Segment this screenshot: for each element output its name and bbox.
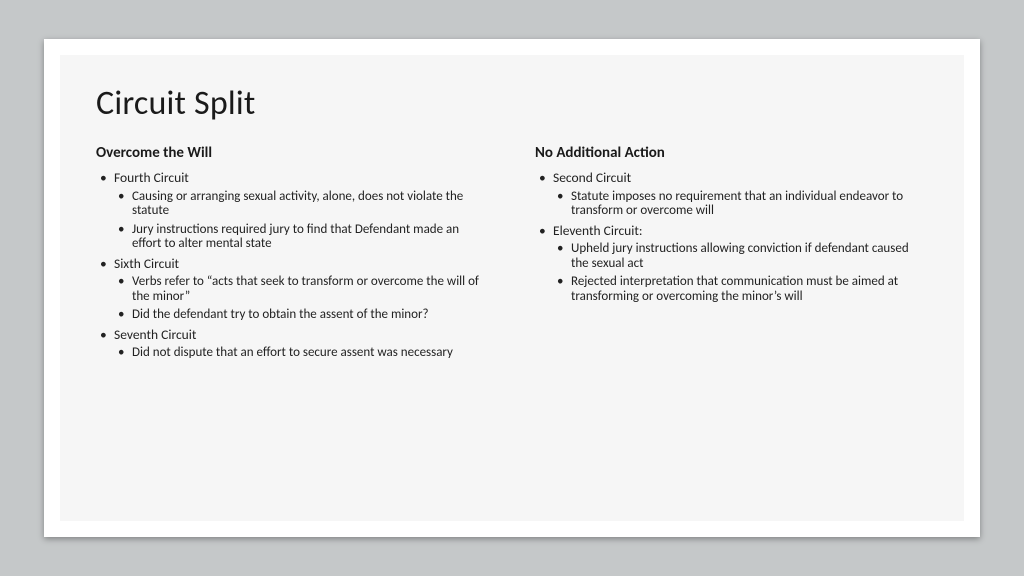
sublist: Causing or arranging sexual activity, al… (114, 190, 489, 252)
list-item: Sixth Circuit Verbs refer to “acts that … (96, 256, 489, 323)
right-list: Second Circuit Statute imposes no requir… (535, 170, 928, 304)
item-label: Second Circuit (553, 169, 631, 186)
item-label: Fourth Circuit (114, 169, 189, 186)
sublist-item: Statute imposes no requirement that an i… (553, 190, 928, 219)
sublist: Statute imposes no requirement that an i… (553, 190, 928, 219)
list-item: Eleventh Circuit: Upheld jury instructio… (535, 223, 928, 305)
sublist-item: Jury instructions required jury to find … (114, 223, 489, 252)
right-heading: No Additional Action (535, 144, 928, 162)
list-item: Fourth Circuit Causing or arranging sexu… (96, 170, 489, 252)
sublist: Verbs refer to “acts that seek to transf… (114, 275, 489, 323)
left-heading: Overcome the Will (96, 144, 489, 162)
sublist-item: Rejected interpretation that communicati… (553, 275, 928, 304)
columns: Overcome the Will Fourth Circuit Causing… (96, 144, 928, 365)
item-label: Eleventh Circuit: (553, 222, 643, 239)
sublist-item: Causing or arranging sexual activity, al… (114, 190, 489, 219)
slide-content: Circuit Split Overcome the Will Fourth C… (60, 55, 964, 521)
sublist-item: Did not dispute that an effort to secure… (114, 346, 489, 361)
sublist-item: Did the defendant try to obtain the asse… (114, 308, 489, 323)
item-label: Seventh Circuit (114, 326, 196, 343)
left-column: Overcome the Will Fourth Circuit Causing… (96, 144, 489, 365)
list-item: Second Circuit Statute imposes no requir… (535, 170, 928, 219)
list-item: Seventh Circuit Did not dispute that an … (96, 327, 489, 361)
item-label: Sixth Circuit (114, 255, 179, 272)
sublist: Upheld jury instructions allowing convic… (553, 242, 928, 304)
left-list: Fourth Circuit Causing or arranging sexu… (96, 170, 489, 361)
sublist-item: Upheld jury instructions allowing convic… (553, 242, 928, 271)
right-column: No Additional Action Second Circuit Stat… (535, 144, 928, 365)
sublist: Did not dispute that an effort to secure… (114, 346, 489, 361)
slide-frame: Circuit Split Overcome the Will Fourth C… (44, 39, 980, 537)
slide-title: Circuit Split (96, 83, 928, 124)
sublist-item: Verbs refer to “acts that seek to transf… (114, 275, 489, 304)
